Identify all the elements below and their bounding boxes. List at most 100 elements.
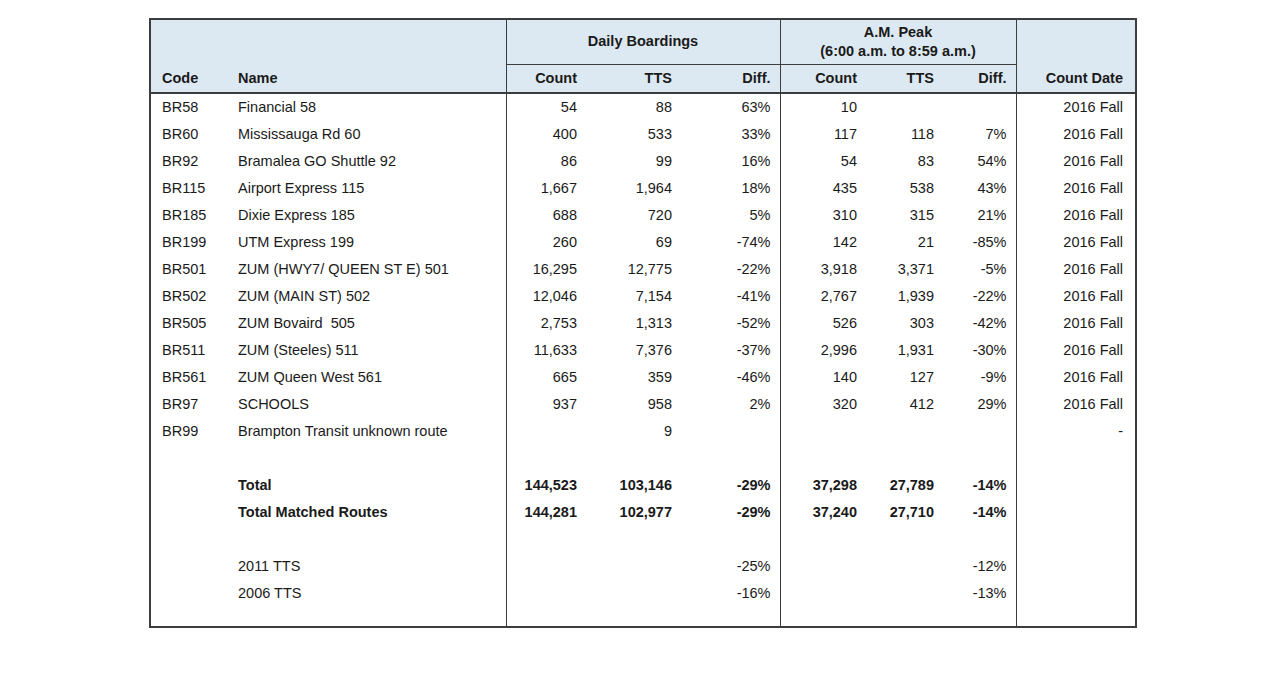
cell-code: BR502 xyxy=(150,282,231,309)
cell-code xyxy=(150,579,231,606)
table-row xyxy=(150,444,1136,471)
col-header-count-date: Count Date xyxy=(1016,19,1136,93)
cell-count-date xyxy=(1016,606,1136,627)
cell-daily-tts: 12,775 xyxy=(586,255,681,282)
cell-am-diff: 7% xyxy=(943,120,1016,147)
cell-am-tts xyxy=(866,579,943,606)
cell-code xyxy=(150,606,231,627)
cell-am-tts: 303 xyxy=(866,309,943,336)
cell-daily-count: 144,281 xyxy=(506,498,586,525)
cell-name xyxy=(231,606,506,627)
cell-daily-diff: -29% xyxy=(681,471,780,498)
cell-name: UTM Express 199 xyxy=(231,228,506,255)
cell-count-date xyxy=(1016,552,1136,579)
cell-daily-diff: 2% xyxy=(681,390,780,417)
cell-count-date: 2016 Fall xyxy=(1016,309,1136,336)
cell-am-diff: 21% xyxy=(943,201,1016,228)
cell-daily-count: 11,633 xyxy=(506,336,586,363)
cell-code xyxy=(150,471,231,498)
table-row: BR561 ZUM Queen West 561 665 359 -46% 14… xyxy=(150,363,1136,390)
cell-name: Dixie Express 185 xyxy=(231,201,506,228)
cell-am-count xyxy=(780,579,866,606)
cell-am-tts xyxy=(866,93,943,120)
cell-am-tts: 127 xyxy=(866,363,943,390)
cell-daily-diff: -22% xyxy=(681,255,780,282)
cell-daily-diff: -74% xyxy=(681,228,780,255)
col-header-am-tts: TTS xyxy=(866,64,943,93)
cell-am-count: 10 xyxy=(780,93,866,120)
cell-code: BR60 xyxy=(150,120,231,147)
cell-am-tts: 27,789 xyxy=(866,471,943,498)
cell-am-count: 310 xyxy=(780,201,866,228)
cell-name: Brampton Transit unknown route xyxy=(231,417,506,444)
cell-am-diff: -22% xyxy=(943,282,1016,309)
table-row: BR501 ZUM (HWY7/ QUEEN ST E) 501 16,295 … xyxy=(150,255,1136,282)
cell-daily-diff: 18% xyxy=(681,174,780,201)
cell-name: Financial 58 xyxy=(231,93,506,120)
cell-am-diff: -85% xyxy=(943,228,1016,255)
table-row xyxy=(150,606,1136,627)
cell-code xyxy=(150,498,231,525)
am-peak-title: A.M. Peak xyxy=(782,23,1015,42)
cell-name: ZUM (MAIN ST) 502 xyxy=(231,282,506,309)
col-header-daily-tts: TTS xyxy=(586,64,681,93)
cell-am-diff xyxy=(943,444,1016,471)
cell-count-date xyxy=(1016,525,1136,552)
cell-am-tts: 1,931 xyxy=(866,336,943,363)
cell-daily-count: 400 xyxy=(506,120,586,147)
table-row: BR99 Brampton Transit unknown route 9 - xyxy=(150,417,1136,444)
cell-am-count: 37,240 xyxy=(780,498,866,525)
cell-am-count: 2,996 xyxy=(780,336,866,363)
cell-daily-count xyxy=(506,579,586,606)
cell-am-count xyxy=(780,552,866,579)
cell-count-date xyxy=(1016,579,1136,606)
cell-daily-count xyxy=(506,606,586,627)
cell-count-date: 2016 Fall xyxy=(1016,147,1136,174)
cell-count-date: 2016 Fall xyxy=(1016,93,1136,120)
cell-name: ZUM Bovaird 505 xyxy=(231,309,506,336)
cell-code: BR99 xyxy=(150,417,231,444)
cell-am-diff: 43% xyxy=(943,174,1016,201)
cell-daily-diff: 63% xyxy=(681,93,780,120)
cell-code xyxy=(150,552,231,579)
cell-daily-count: 937 xyxy=(506,390,586,417)
am-peak-subtitle: (6:00 a.m. to 8:59 a.m.) xyxy=(782,42,1015,61)
cell-daily-tts: 9 xyxy=(586,417,681,444)
cell-am-diff: -14% xyxy=(943,498,1016,525)
cell-am-count: 2,767 xyxy=(780,282,866,309)
cell-daily-diff: -25% xyxy=(681,552,780,579)
cell-am-tts: 118 xyxy=(866,120,943,147)
table-row: BR92 Bramalea GO Shuttle 92 86 99 16% 54… xyxy=(150,147,1136,174)
cell-am-diff: 54% xyxy=(943,147,1016,174)
cell-daily-tts: 7,376 xyxy=(586,336,681,363)
cell-daily-tts: 7,154 xyxy=(586,282,681,309)
table-row: BR58 Financial 58 54 88 63% 10 2016 Fall xyxy=(150,93,1136,120)
cell-code: BR511 xyxy=(150,336,231,363)
cell-count-date: 2016 Fall xyxy=(1016,363,1136,390)
cell-count-date: 2016 Fall xyxy=(1016,228,1136,255)
group-header-am-peak: A.M. Peak (6:00 a.m. to 8:59 a.m.) xyxy=(780,19,1016,64)
cell-am-count xyxy=(780,606,866,627)
cell-name xyxy=(231,525,506,552)
cell-count-date: - xyxy=(1016,417,1136,444)
cell-am-tts: 83 xyxy=(866,147,943,174)
cell-daily-diff: -52% xyxy=(681,309,780,336)
cell-am-count: 142 xyxy=(780,228,866,255)
cell-daily-count: 54 xyxy=(506,93,586,120)
cell-daily-tts: 102,977 xyxy=(586,498,681,525)
cell-code: BR58 xyxy=(150,93,231,120)
cell-am-count: 526 xyxy=(780,309,866,336)
cell-code: BR185 xyxy=(150,201,231,228)
cell-daily-tts: 103,146 xyxy=(586,471,681,498)
cell-name: ZUM (Steeles) 511 xyxy=(231,336,506,363)
cell-am-tts xyxy=(866,417,943,444)
cell-count-date: 2016 Fall xyxy=(1016,120,1136,147)
cell-daily-tts: 69 xyxy=(586,228,681,255)
cell-daily-count xyxy=(506,552,586,579)
cell-am-diff: -14% xyxy=(943,471,1016,498)
cell-daily-count: 260 xyxy=(506,228,586,255)
cell-code: BR561 xyxy=(150,363,231,390)
cell-am-diff: -30% xyxy=(943,336,1016,363)
cell-daily-diff xyxy=(681,606,780,627)
col-header-am-diff: Diff. xyxy=(943,64,1016,93)
